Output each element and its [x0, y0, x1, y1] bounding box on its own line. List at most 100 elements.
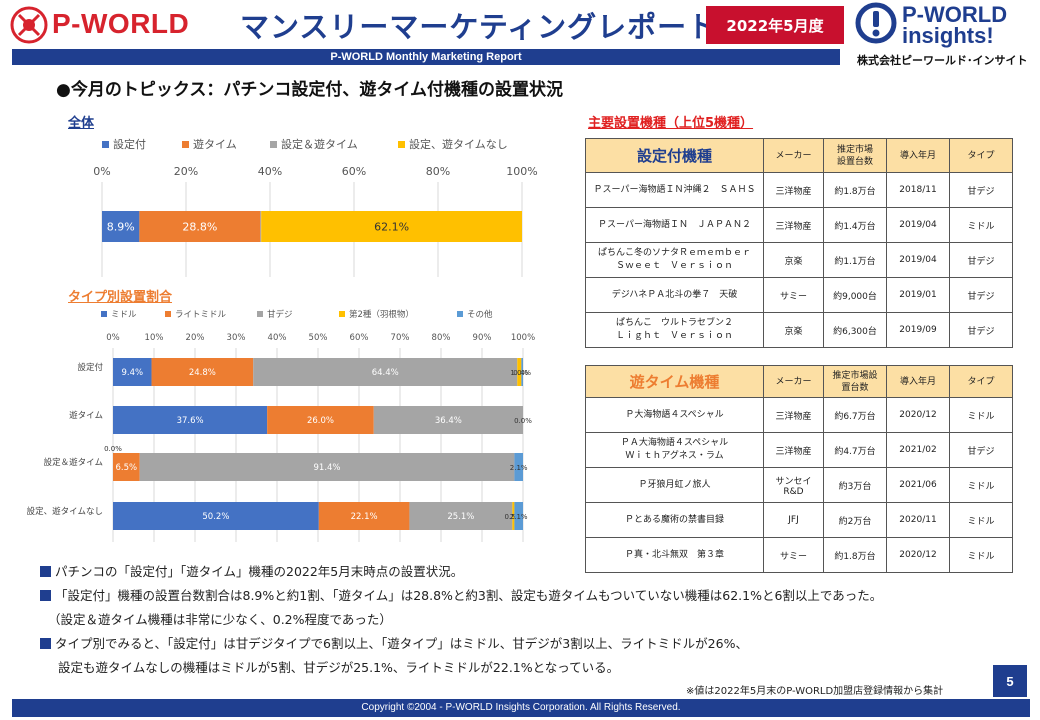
- x-tick-label: 20%: [174, 165, 198, 178]
- table2-header-maker: メーカー: [763, 365, 824, 398]
- x-tick-label: 0%: [93, 165, 110, 178]
- yutime-models-table: 遊タイム機種 メーカー 推定市場設 置台数 導入年月 タイプ Ｐ大海物語４スペシ…: [585, 365, 1013, 573]
- x-tick-label: 100%: [506, 165, 537, 178]
- logo-left-text: P-WORLD: [52, 8, 190, 39]
- table-row: Ｐ大海物語４スペシャル 三洋物産 約6.7万台 2020/12 ミドル: [585, 397, 1013, 433]
- report-date-badge: 2022年5月度: [706, 6, 844, 44]
- legend-label: 第2種（羽根物）: [349, 309, 414, 320]
- note-line: パチンコの「設定付」「遊タイム」機種の2022年5月末時点の設置状況。: [40, 560, 1030, 584]
- bar-segment: [521, 358, 523, 386]
- footnote: ※値は2022年5月末のP-WORLD加盟店登録情報から集計: [686, 686, 944, 697]
- table1-header-units: 推定市場 設置台数: [823, 138, 887, 173]
- table2-header-date: 導入年月: [886, 365, 950, 398]
- x-tick-label: 40%: [258, 165, 282, 178]
- cell-maker: JFJ: [763, 502, 824, 538]
- table2-header-model: 遊タイム機種: [585, 365, 764, 398]
- bar-data-label: 36.4%: [435, 416, 462, 426]
- bar-segment: [139, 211, 261, 242]
- cell-model-name: デジハネＰＡ北斗の拳７ 天破: [585, 277, 764, 313]
- note-text: 「設定付」機種の設置台数割合は8.9%と約1割、「遊タイム」は28.8%と約3割…: [55, 588, 883, 603]
- bar-data-label: 26.0%: [307, 416, 334, 426]
- table-header-row: 設定付機種 メーカー 推定市場 設置台数 導入年月 タイプ: [585, 138, 1013, 173]
- table-row: Ｐスーパー海物語ＩＮ ＪＡＰＡＮ２ 三洋物産 約1.4万台 2019/04 ミドル: [585, 207, 1013, 243]
- cell-model-name: ＰＡ大海物語４スペシャル Ｗｉｔｈアグネス・ラム: [585, 432, 764, 468]
- bar-data-label: 8.9%: [107, 221, 135, 234]
- bar-data-label: 25.1%: [447, 512, 474, 522]
- note-text: 設定も遊タイムなしの機種はミドルが5割、甘デジが25.1%、ライトミドルが22.…: [58, 660, 620, 675]
- bar-data-label: 0.5%: [504, 513, 522, 521]
- legend-swatch: [339, 311, 345, 317]
- cell-maker: 三洋物産: [763, 172, 824, 208]
- section-top-models-label: 主要設置機種（上位5機種）: [588, 116, 754, 131]
- bar-data-label: 0.0%: [104, 445, 122, 453]
- copyright-footer: Copyright ©2004 - P-WORLD Insights Corpo…: [12, 699, 1030, 717]
- table-row: Ｐスーパー海物語ＩＮ沖縄２ ＳＡＨＳ 三洋物産 約1.8万台 2018/11 甘デジ: [585, 172, 1013, 208]
- bar-data-label: 91.4%: [314, 463, 341, 473]
- x-tick-label: 10%: [145, 333, 164, 343]
- x-tick-label: 100%: [511, 333, 535, 343]
- cell-date: 2019/04: [886, 207, 950, 243]
- bar-segment: [253, 358, 518, 386]
- logo-right-line2: insights!: [902, 23, 994, 48]
- table2-header-units: 推定市場設 置台数: [823, 365, 887, 398]
- bar-segment: [260, 211, 262, 242]
- bar-segment: [512, 502, 515, 530]
- cell-type: 甘デジ: [949, 432, 1013, 468]
- bar-segment: [373, 406, 523, 434]
- cell-type: ミドル: [949, 537, 1013, 573]
- cell-type: 甘デジ: [949, 242, 1013, 278]
- cell-type: 甘デジ: [949, 277, 1013, 313]
- type-breakdown-stacked-bar-chart: ミドル ライトミドル 甘デジ 第2種（羽根物） その他 0% 10% 20% 30% 40% 50%…: [27, 309, 535, 542]
- bar-segment: [514, 453, 523, 481]
- table1-header-maker: メーカー: [763, 138, 824, 173]
- bar-data-label: 2.1%: [510, 513, 528, 521]
- cell-type: ミドル: [949, 207, 1013, 243]
- table-header-row: 遊タイム機種 メーカー 推定市場設 置台数 導入年月 タイプ: [585, 365, 1013, 398]
- overall-stacked-bar-chart: 設定付 遊タイム 設定＆遊タイム 設定、遊タイムなし 0% 20% 40% 60% 80% 100…: [93, 137, 538, 277]
- cell-units: 約6,300台: [823, 312, 887, 348]
- y-category-label: 設定付: [77, 362, 103, 373]
- table-row: ＰＡ大海物語４スペシャル Ｗｉｔｈアグネス・ラム 三洋物産 約4.7万台 2021/0…: [585, 432, 1013, 468]
- bar-segment: [113, 406, 268, 434]
- note-line: 「設定付」機種の設置台数割合は8.9%と約1割、「遊タイム」は28.8%と約3割…: [40, 584, 1030, 608]
- note-line: （設定＆遊タイム機種は非常に少なく、0.2%程度であった）: [40, 608, 1030, 632]
- legend-swatch: [182, 141, 189, 148]
- p-world-logo: P-WORLD: [10, 6, 210, 44]
- bar-data-label: 1.0%: [510, 369, 528, 377]
- cell-date: 2019/04: [886, 242, 950, 278]
- legend-swatch: [398, 141, 405, 148]
- table2-header-type: タイプ: [949, 365, 1013, 398]
- note-text: パチンコの「設定付」「遊タイム」機種の2022年5月末時点の設置状況。: [55, 564, 464, 579]
- bar-data-label: 2.1%: [510, 464, 528, 472]
- cell-units: 約1.4万台: [823, 207, 887, 243]
- page-title: マンスリーマーケティングレポート: [240, 10, 718, 44]
- legend-label: 設定＆遊タイム: [281, 137, 358, 151]
- bar-segment: [113, 358, 152, 386]
- bullet-square-icon: [40, 638, 51, 649]
- section-overall-label: 全体: [68, 116, 95, 131]
- bar-segment: [318, 502, 410, 530]
- cell-maker: 三洋物産: [763, 432, 824, 468]
- legend-swatch: [270, 141, 277, 148]
- cell-date: 2021/06: [886, 467, 950, 503]
- table-row: Ｐ牙狼月虹ノ旅人 サンセイR&D 約3万台 2021/06 ミドル: [585, 467, 1013, 503]
- cell-type: ミドル: [949, 397, 1013, 433]
- legend-swatch: [257, 311, 263, 317]
- cell-units: 約3万台: [823, 467, 887, 503]
- legend-label: 設定、遊タイムなし: [409, 137, 508, 151]
- bar-segment: [409, 502, 513, 530]
- note-text: タイプ別でみると、「設定付」は甘デジタイプで6割以上、「遊タイプ」はミドル、甘デ…: [55, 636, 748, 651]
- bar-segment: [517, 358, 522, 386]
- cell-type: ミドル: [949, 502, 1013, 538]
- bar-data-label: 64.4%: [372, 368, 399, 378]
- legend-label: その他: [467, 309, 493, 320]
- cell-date: 2021/02: [886, 432, 950, 468]
- legend-label: ライトミドル: [175, 310, 227, 320]
- bar-segment: [151, 358, 254, 386]
- cell-date: 2020/11: [886, 502, 950, 538]
- table-row: デジハネＰＡ北斗の拳７ 天破 サミー 約9,000台 2019/01 甘デジ: [585, 277, 1013, 313]
- cell-model-name: ぱちんこ ウルトラセブン２ Ｌｉｇｈｔ Ｖｅｒｓｉｏｎ: [585, 312, 764, 348]
- cell-model-name: Ｐスーパー海物語ＩＮ沖縄２ ＳＡＨＳ: [585, 172, 764, 208]
- table-row: Ｐ真・北斗無双 第３章 サミー 約1.8万台 2020/12 ミドル: [585, 537, 1013, 573]
- cell-date: 2019/01: [886, 277, 950, 313]
